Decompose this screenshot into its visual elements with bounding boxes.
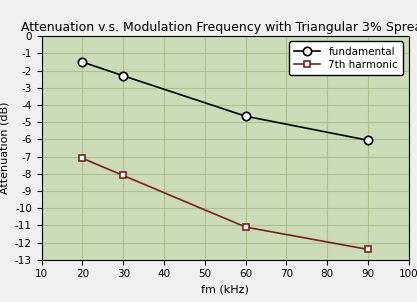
fundamental <box>365 138 370 142</box>
7th harmonic <box>243 225 248 229</box>
fundamental <box>243 114 248 118</box>
X-axis label: fm (kHz): fm (kHz) <box>201 285 249 295</box>
fundamental <box>121 74 126 78</box>
Legend: fundamental, 7th harmonic: fundamental, 7th harmonic <box>289 41 404 75</box>
Line: fundamental: fundamental <box>78 58 372 144</box>
7th harmonic <box>80 156 85 160</box>
Y-axis label: Attenuation (dB): Attenuation (dB) <box>0 102 10 194</box>
Line: 7th harmonic: 7th harmonic <box>79 155 372 253</box>
7th harmonic <box>121 174 126 177</box>
7th harmonic <box>365 248 370 251</box>
fundamental <box>80 60 85 64</box>
Title: Attenuation v.s. Modulation Frequency with Triangular 3% Spread: Attenuation v.s. Modulation Frequency wi… <box>20 21 417 34</box>
